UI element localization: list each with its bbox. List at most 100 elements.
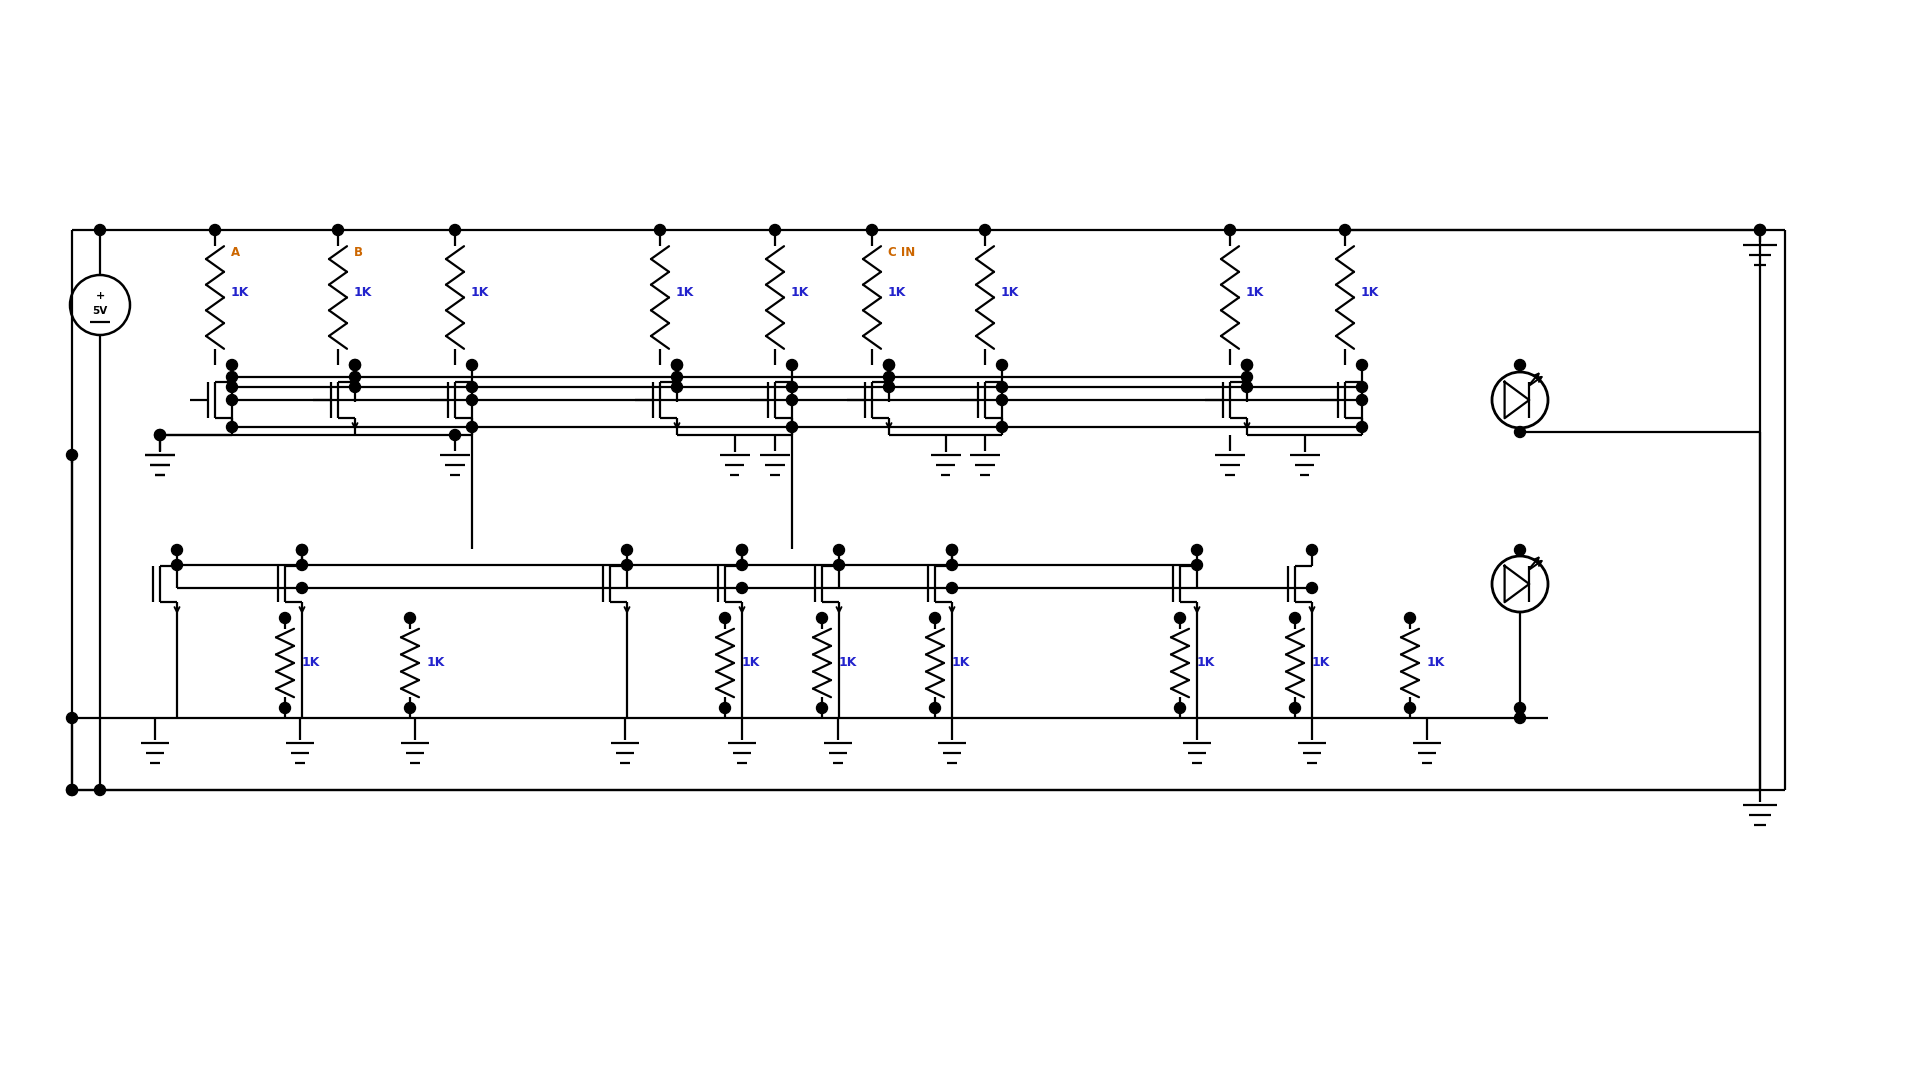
- Text: 5V: 5V: [92, 306, 108, 316]
- Circle shape: [947, 544, 958, 555]
- Circle shape: [467, 360, 478, 370]
- Text: 1K: 1K: [952, 657, 970, 670]
- Text: +: +: [96, 291, 104, 301]
- Circle shape: [833, 559, 845, 570]
- Circle shape: [67, 784, 77, 796]
- Circle shape: [171, 559, 182, 570]
- Circle shape: [866, 225, 877, 235]
- Circle shape: [94, 784, 106, 796]
- Text: 1K: 1K: [301, 657, 321, 670]
- Circle shape: [227, 381, 238, 392]
- Text: 1K: 1K: [676, 285, 695, 298]
- Circle shape: [296, 559, 307, 570]
- Circle shape: [787, 394, 797, 405]
- Circle shape: [296, 544, 307, 555]
- Text: 1K: 1K: [889, 285, 906, 298]
- Circle shape: [280, 702, 290, 714]
- Circle shape: [1405, 612, 1415, 623]
- Circle shape: [996, 394, 1008, 405]
- Circle shape: [1306, 544, 1317, 555]
- Circle shape: [1357, 421, 1367, 432]
- Circle shape: [833, 544, 845, 555]
- Circle shape: [227, 394, 238, 405]
- Circle shape: [737, 544, 747, 555]
- Text: 1K: 1K: [839, 657, 858, 670]
- Circle shape: [467, 421, 478, 432]
- Text: C IN: C IN: [889, 245, 916, 258]
- Circle shape: [1242, 360, 1252, 370]
- Text: 1K: 1K: [470, 285, 490, 298]
- Circle shape: [720, 702, 730, 714]
- Circle shape: [296, 544, 307, 555]
- Circle shape: [622, 559, 632, 570]
- Circle shape: [154, 430, 165, 441]
- Circle shape: [349, 372, 361, 382]
- Circle shape: [1290, 612, 1300, 623]
- Circle shape: [672, 381, 682, 392]
- Circle shape: [67, 713, 77, 724]
- Circle shape: [929, 702, 941, 714]
- Circle shape: [737, 582, 747, 594]
- Text: 1K: 1K: [1000, 285, 1020, 298]
- Circle shape: [1357, 381, 1367, 392]
- Circle shape: [996, 381, 1008, 392]
- Circle shape: [171, 544, 182, 555]
- Circle shape: [672, 360, 682, 370]
- Circle shape: [1175, 612, 1185, 623]
- Circle shape: [1515, 544, 1526, 555]
- Circle shape: [1242, 372, 1252, 382]
- Circle shape: [979, 225, 991, 235]
- Text: 1K: 1K: [1311, 657, 1331, 670]
- Circle shape: [1515, 427, 1526, 437]
- Circle shape: [996, 421, 1008, 432]
- Text: 1K: 1K: [353, 285, 372, 298]
- Circle shape: [655, 225, 666, 235]
- Circle shape: [94, 225, 106, 235]
- Circle shape: [227, 360, 238, 370]
- Circle shape: [816, 612, 828, 623]
- Circle shape: [720, 612, 730, 623]
- Circle shape: [1192, 559, 1202, 570]
- Text: A: A: [230, 245, 240, 258]
- Circle shape: [883, 360, 895, 370]
- Circle shape: [227, 421, 238, 432]
- Circle shape: [787, 421, 797, 432]
- Circle shape: [737, 544, 747, 555]
- Circle shape: [332, 225, 344, 235]
- Text: 1K: 1K: [1196, 657, 1215, 670]
- Circle shape: [405, 612, 415, 623]
- Text: 1K: 1K: [1427, 657, 1446, 670]
- Circle shape: [883, 360, 895, 370]
- Circle shape: [349, 381, 361, 392]
- Circle shape: [947, 582, 958, 594]
- Circle shape: [154, 430, 165, 441]
- Circle shape: [1290, 702, 1300, 714]
- Text: 1K: 1K: [1246, 285, 1265, 298]
- Circle shape: [449, 430, 461, 441]
- Circle shape: [449, 225, 461, 235]
- Circle shape: [1357, 360, 1367, 370]
- Circle shape: [787, 381, 797, 392]
- Circle shape: [929, 612, 941, 623]
- Circle shape: [947, 544, 958, 555]
- Circle shape: [1175, 702, 1185, 714]
- Circle shape: [280, 612, 290, 623]
- Circle shape: [405, 702, 415, 714]
- Circle shape: [467, 394, 478, 405]
- Circle shape: [67, 449, 77, 460]
- Circle shape: [947, 559, 958, 570]
- Circle shape: [349, 360, 361, 370]
- Circle shape: [1242, 360, 1252, 370]
- Circle shape: [1225, 225, 1235, 235]
- Circle shape: [349, 360, 361, 370]
- Circle shape: [770, 225, 781, 235]
- Circle shape: [1755, 225, 1766, 235]
- Circle shape: [1340, 225, 1350, 235]
- Circle shape: [787, 360, 797, 370]
- Circle shape: [883, 381, 895, 392]
- Circle shape: [1515, 713, 1526, 724]
- Text: 1K: 1K: [741, 657, 760, 670]
- Circle shape: [672, 372, 682, 382]
- Circle shape: [1357, 394, 1367, 405]
- Circle shape: [1515, 702, 1526, 714]
